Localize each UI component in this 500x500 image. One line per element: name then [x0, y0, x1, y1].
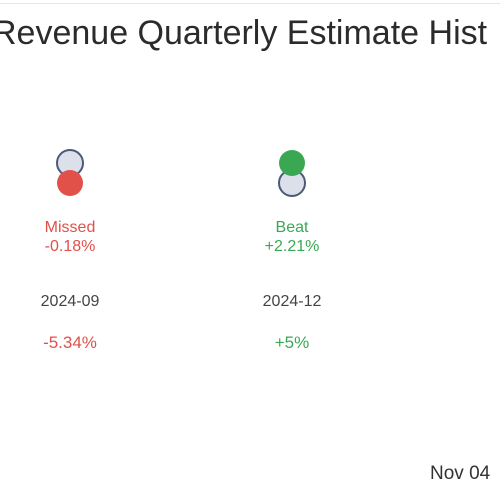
actual-marker-2024-09 [57, 170, 83, 196]
as-of-date: Nov 04 [430, 463, 491, 484]
actual-marker-2024-12 [279, 150, 305, 176]
result-label-2024-12: Beat [276, 219, 309, 236]
change-label-2024-09: -5.34% [43, 333, 97, 352]
change-label-2024-12: +5% [275, 333, 310, 352]
surprise-label-2024-09: -0.18% [45, 238, 96, 255]
result-label-2024-09: Missed [45, 219, 96, 236]
period-label-2024-09: 2024-09 [41, 293, 100, 310]
surprise-label-2024-12: +2.21% [265, 238, 320, 255]
chart-title: Revenue Quarterly Estimate Hist [0, 14, 488, 52]
period-label-2024-12: 2024-12 [263, 293, 322, 310]
top-divider [0, 3, 500, 4]
